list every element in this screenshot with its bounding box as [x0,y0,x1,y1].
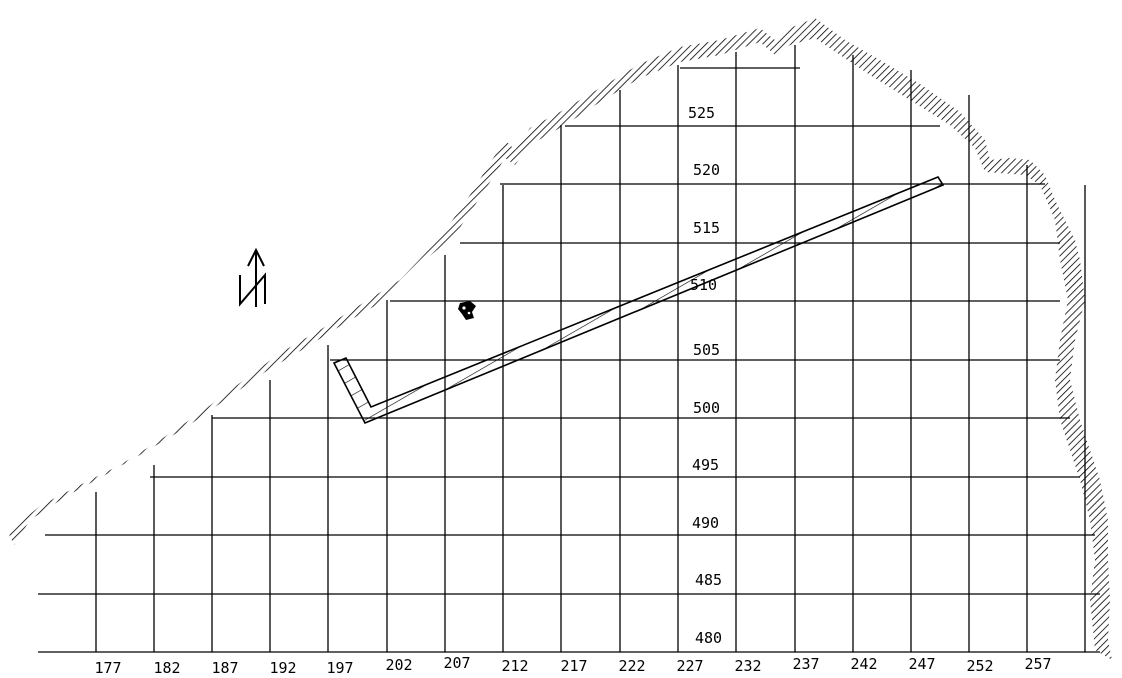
grid-y-label: 505 [693,341,720,359]
grid-x-label: 252 [966,657,993,675]
grid-x-label: 242 [850,655,877,673]
north-arrow-icon [239,247,266,307]
grid-x-labels: 177 182 187 192 197 202 207 212 217 222 227 232 237 2… [94,654,1051,677]
grid-y-label: 485 [695,571,722,589]
grid-y-label: 520 [693,161,720,179]
grid-x-label: 187 [211,659,238,677]
grid-x-label: 182 [153,659,180,677]
grid-y-label: 525 [688,104,715,122]
grid-x-label: 217 [560,657,587,675]
grid-y-labels: 480 485 490 495 500 505 510 515 520 525 [688,104,722,647]
grid-y-label: 480 [695,629,722,647]
grid-x-label: 202 [385,656,412,674]
grid-y-label: 500 [693,399,720,417]
grid-x-label: 227 [676,657,703,675]
grid-y-label: 510 [690,276,717,294]
grid-y-label: 495 [692,456,719,474]
grid-x-label: 237 [792,655,819,673]
grid-x-label: 232 [734,657,761,675]
grid-x-label: 212 [501,657,528,675]
grid-y-label: 490 [692,514,719,532]
grid-y-label: 515 [693,219,720,237]
find-marker-icon [458,301,476,320]
grid-x-label: 222 [618,657,645,675]
grid-x-label: 247 [908,655,935,673]
grid-x-label: 197 [326,659,353,677]
trench-outline [332,176,945,425]
grid-x-label: 257 [1024,655,1051,673]
grid-x-label: 192 [269,659,296,677]
grid-x-label: 207 [443,654,470,672]
grid-lines [38,45,1100,653]
grid-x-label: 177 [94,659,121,677]
